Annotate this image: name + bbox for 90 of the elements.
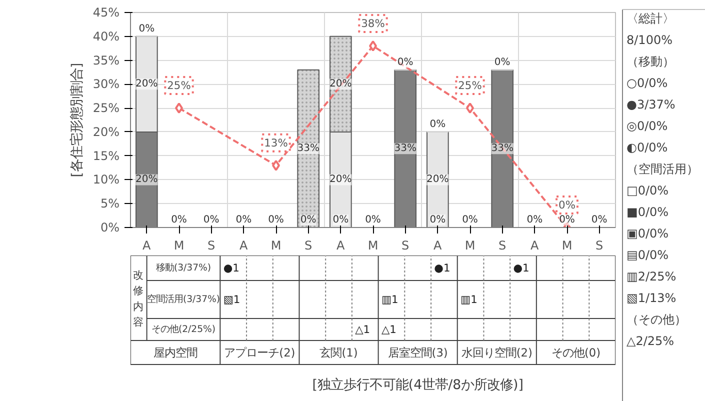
y-tick-label: 5%	[100, 196, 120, 211]
text: （移動）	[626, 54, 674, 68]
data-label: 0%	[558, 198, 576, 212]
text: △2/25%	[626, 334, 674, 348]
data-label: 20%	[330, 78, 352, 90]
x-tick-label: S	[304, 238, 312, 252]
data-label: 0%	[332, 214, 349, 226]
text: ●1	[513, 262, 530, 274]
text: ▧1/13%	[626, 291, 676, 305]
text: 改修内容	[133, 268, 144, 328]
data-label: 33%	[297, 143, 320, 154]
y-tick-label: 0%	[100, 220, 120, 234]
data-label: 0%	[591, 214, 608, 226]
text: 水回り空間(2)	[461, 346, 532, 360]
x-tick-label: A	[530, 238, 540, 252]
text: △1	[355, 323, 370, 336]
text: ▣0/0%	[626, 226, 669, 240]
data-label: 33%	[491, 143, 514, 154]
text: （空間活用）	[626, 162, 698, 176]
data-label: 0%	[365, 214, 381, 226]
text: その他(2/25%)	[151, 324, 216, 335]
data-label: 0%	[236, 214, 252, 226]
y-tick-label: 10%	[92, 172, 120, 187]
text: ■0/0%	[626, 205, 669, 219]
text: 移動(3/37%)	[156, 262, 212, 274]
text: その他(0)	[551, 346, 600, 360]
x-tick-label: M	[174, 238, 184, 252]
text: ▥2/25%	[626, 270, 676, 284]
data-label: 20%	[136, 174, 158, 186]
data-label: 0%	[268, 214, 284, 226]
x-tick-label: S	[596, 238, 604, 252]
x-tick-label: S	[208, 238, 216, 252]
y-tick-label: 25%	[92, 101, 120, 116]
text: 玄関(1)	[320, 346, 358, 360]
text: △1	[381, 323, 396, 336]
data-label: 0%	[300, 214, 316, 226]
text: ▥1	[381, 293, 398, 306]
text: ●1	[223, 262, 240, 274]
text: 〈総計〉	[626, 12, 674, 26]
text: [独立歩行不可能(4世帯/8か所改修)]	[312, 377, 524, 393]
x-tick-label: S	[402, 238, 410, 252]
text: 居室空間(3)	[388, 346, 448, 360]
x-tick-label: A	[142, 238, 152, 252]
x-tick-label: M	[368, 238, 378, 252]
data-label: 0%	[430, 214, 446, 226]
data-label: 0%	[203, 214, 220, 226]
data-label: 0%	[171, 214, 187, 226]
data-label: 20%	[136, 78, 158, 90]
text: ●1	[434, 262, 450, 274]
text: ▤0/0%	[626, 248, 669, 262]
y-tick-label: 15%	[92, 148, 120, 163]
y-tick-label: 35%	[92, 53, 120, 68]
x-tick-label: M	[270, 238, 282, 252]
x-tick-label: M	[562, 238, 572, 252]
y-axis-title: [各住宅形態別割合]	[68, 62, 85, 178]
y-tick-label: 40%	[92, 29, 120, 44]
data-label: 33%	[394, 143, 416, 154]
text: 屋内空間	[153, 346, 198, 360]
data-label: 20%	[426, 174, 449, 186]
text: ◎0/0%	[626, 119, 668, 133]
text: アプローチ(2)	[224, 346, 296, 360]
text: □0/0%	[626, 184, 669, 198]
text: ◐0/0%	[626, 140, 668, 154]
data-label: 38%	[361, 16, 385, 30]
data-label: 0%	[494, 56, 510, 68]
x-tick-label: A	[336, 238, 346, 252]
data-label: 0%	[526, 214, 543, 226]
text: （その他）	[626, 312, 686, 326]
data-label: 25%	[458, 79, 482, 92]
data-label: 0%	[559, 214, 575, 226]
x-tick-label: A	[240, 238, 249, 252]
x-tick-label: A	[434, 238, 443, 252]
data-label: 25%	[167, 79, 191, 92]
y-tick-label: 30%	[92, 77, 120, 92]
data-label: 0%	[462, 214, 478, 226]
text: 空間活用(3/37%)	[146, 294, 220, 305]
data-label: 13%	[264, 136, 288, 150]
x-tick-label: M	[464, 238, 476, 252]
data-label: 20%	[330, 174, 352, 186]
data-label: 0%	[397, 56, 414, 68]
text: ○0/0%	[626, 76, 668, 90]
data-label: 0%	[430, 118, 446, 130]
y-tick-label: 20%	[92, 124, 120, 139]
data-label: 0%	[138, 23, 155, 34]
y-tick-label: 45%	[92, 6, 120, 20]
text: ●3/37%	[626, 98, 676, 112]
x-tick-label: S	[498, 238, 506, 252]
text: 8/100%	[626, 33, 672, 47]
text: ▥1	[460, 293, 478, 306]
text: ▧1	[223, 293, 240, 306]
